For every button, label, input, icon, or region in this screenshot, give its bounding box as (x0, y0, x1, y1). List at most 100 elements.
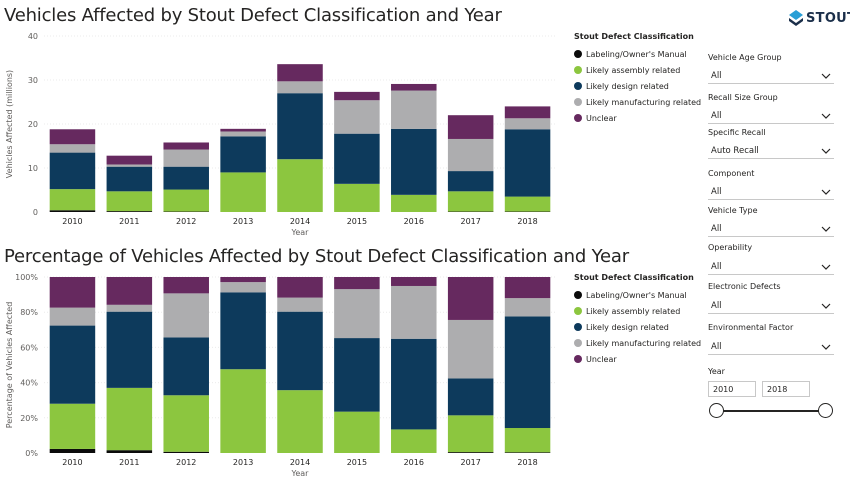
bar-segment-design-2012[interactable] (163, 166, 209, 190)
bar-segment-unclear-2013[interactable] (220, 277, 266, 283)
legend-item-assembly[interactable]: Likely assembly related (574, 62, 701, 78)
bar-segment-design-2017[interactable] (447, 171, 494, 192)
legend-item-unclear[interactable]: Unclear (574, 351, 701, 367)
legend-item-labeling[interactable]: Labeling/Owner's Manual (574, 287, 701, 303)
bar-segment-manufacturing-2015[interactable] (334, 289, 380, 339)
legend-item-design[interactable]: Likely design related (574, 319, 701, 335)
bar-segment-assembly-2016[interactable] (391, 194, 437, 212)
bar-segment-design-2012[interactable] (163, 337, 209, 396)
legend-item-design[interactable]: Likely design related (574, 78, 701, 94)
bar-segment-design-2013[interactable] (220, 136, 266, 173)
bar-segment-unclear-2016[interactable] (391, 277, 437, 286)
bar-segment-design-2015[interactable] (334, 133, 380, 184)
environmental-factor-dropdown[interactable]: All (708, 339, 834, 355)
legend-item-manufacturing[interactable]: Likely manufacturing related (574, 335, 701, 351)
legend-item-assembly[interactable]: Likely assembly related (574, 303, 701, 319)
bar-segment-manufacturing-2010[interactable] (49, 307, 96, 326)
bar-segment-manufacturing-2016[interactable] (391, 90, 437, 129)
bar-segment-unclear-2018[interactable] (504, 106, 551, 119)
legend-item-labeling[interactable]: Labeling/Owner's Manual (574, 46, 701, 62)
bar-segment-unclear-2015[interactable] (334, 277, 380, 290)
bar-segment-unclear-2011[interactable] (106, 277, 153, 305)
bar-segment-manufacturing-2013[interactable] (220, 282, 266, 293)
bar-segment-labeling-2017[interactable] (447, 452, 494, 453)
bar-segment-assembly-2012[interactable] (163, 189, 209, 212)
bar-segment-assembly-2018[interactable] (504, 196, 551, 212)
bar-segment-manufacturing-2014[interactable] (277, 81, 323, 94)
bar-segment-labeling-2018[interactable] (504, 452, 551, 453)
bar-segment-unclear-2014[interactable] (277, 277, 323, 298)
bar-segment-assembly-2012[interactable] (163, 395, 209, 452)
bar-segment-assembly-2016[interactable] (391, 429, 437, 453)
legend-item-unclear[interactable]: Unclear (574, 110, 701, 126)
bar-segment-assembly-2013[interactable] (220, 172, 266, 212)
bar-segment-design-2014[interactable] (277, 93, 323, 160)
bar-segment-unclear-2011[interactable] (106, 155, 153, 165)
bar-segment-design-2010[interactable] (49, 325, 96, 404)
bar-segment-design-2011[interactable] (106, 166, 153, 192)
bar-segment-manufacturing-2013[interactable] (220, 131, 266, 137)
bar-segment-manufacturing-2018[interactable] (504, 118, 551, 130)
bar-segment-design-2018[interactable] (504, 129, 551, 197)
year-to-input[interactable]: 2018 (762, 381, 810, 397)
bar-segment-unclear-2013[interactable] (220, 128, 266, 132)
bar-segment-design-2016[interactable] (391, 128, 437, 195)
bar-segment-labeling-2011[interactable] (106, 211, 153, 212)
bar-segment-design-2013[interactable] (220, 292, 266, 370)
bar-segment-labeling-2012[interactable] (163, 451, 209, 453)
bar-segment-unclear-2012[interactable] (163, 277, 209, 294)
bar-segment-manufacturing-2012[interactable] (163, 293, 209, 338)
bar-segment-assembly-2018[interactable] (504, 428, 551, 453)
vehicle-type-dropdown[interactable]: All (708, 221, 834, 237)
bar-segment-assembly-2015[interactable] (334, 183, 380, 212)
year-range-end-handle[interactable] (818, 403, 833, 418)
bar-segment-assembly-2011[interactable] (106, 387, 153, 451)
bar-segment-unclear-2017[interactable] (447, 115, 494, 139)
component-dropdown[interactable]: All (708, 184, 834, 200)
bar-segment-design-2010[interactable] (49, 152, 96, 190)
bar-segment-manufacturing-2018[interactable] (504, 298, 551, 317)
bar-segment-unclear-2016[interactable] (391, 83, 437, 91)
specific-recall-dropdown[interactable]: Auto Recall (708, 143, 834, 159)
electronic-defects-dropdown[interactable]: All (708, 298, 834, 314)
bar-segment-assembly-2010[interactable] (49, 403, 96, 449)
bar-segment-manufacturing-2017[interactable] (447, 138, 494, 172)
bar-segment-assembly-2014[interactable] (277, 159, 323, 212)
legend-item-manufacturing[interactable]: Likely manufacturing related (574, 94, 701, 110)
bar-segment-design-2016[interactable] (391, 338, 437, 430)
bar-segment-assembly-2017[interactable] (447, 415, 494, 453)
bar-segment-unclear-2010[interactable] (49, 277, 96, 308)
bar-segment-assembly-2015[interactable] (334, 411, 380, 453)
bar-segment-manufacturing-2016[interactable] (391, 285, 437, 339)
bar-segment-manufacturing-2014[interactable] (277, 297, 323, 312)
bar-segment-assembly-2010[interactable] (49, 189, 96, 211)
bar-segment-assembly-2017[interactable] (447, 191, 494, 212)
bar-segment-manufacturing-2015[interactable] (334, 100, 380, 134)
bar-segment-labeling-2010[interactable] (49, 210, 96, 212)
vehicle-age-group-dropdown[interactable]: All (708, 68, 834, 84)
bar-segment-unclear-2015[interactable] (334, 91, 380, 101)
year-range-track[interactable] (716, 410, 828, 412)
bar-segment-labeling-2011[interactable] (106, 450, 153, 453)
bar-segment-manufacturing-2017[interactable] (447, 319, 494, 379)
bar-segment-unclear-2017[interactable] (447, 277, 494, 320)
bar-segment-manufacturing-2012[interactable] (163, 149, 209, 167)
bar-segment-unclear-2018[interactable] (504, 277, 551, 299)
bar-segment-design-2018[interactable] (504, 316, 551, 429)
recall-size-group-dropdown[interactable]: All (708, 108, 834, 124)
year-from-input[interactable]: 2010 (708, 381, 756, 397)
bar-segment-design-2014[interactable] (277, 311, 323, 391)
bar-segment-manufacturing-2010[interactable] (49, 144, 96, 153)
bar-segment-labeling-2010[interactable] (49, 448, 96, 453)
bar-segment-manufacturing-2011[interactable] (106, 164, 153, 167)
bar-segment-design-2017[interactable] (447, 378, 494, 416)
bar-segment-unclear-2014[interactable] (277, 64, 323, 82)
bar-segment-manufacturing-2011[interactable] (106, 304, 153, 312)
bar-segment-assembly-2011[interactable] (106, 191, 153, 212)
bar-segment-design-2011[interactable] (106, 311, 153, 388)
bar-segment-assembly-2014[interactable] (277, 390, 323, 453)
bar-segment-design-2015[interactable] (334, 338, 380, 412)
bar-segment-unclear-2012[interactable] (163, 142, 209, 150)
year-range-start-handle[interactable] (709, 403, 724, 418)
operability-dropdown[interactable]: All (708, 259, 834, 275)
